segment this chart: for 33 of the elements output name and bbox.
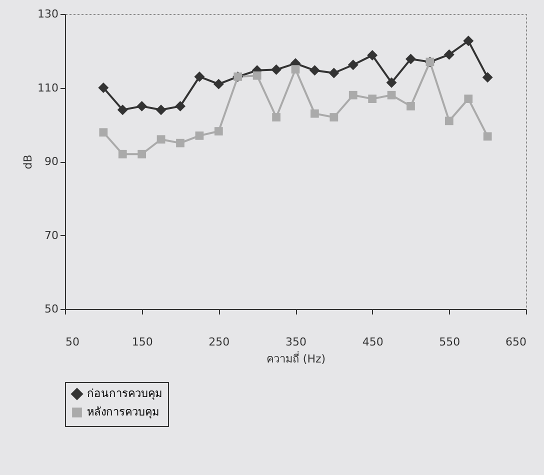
y-tick-label: 110	[38, 81, 58, 94]
x-tick-label: 650	[506, 336, 526, 348]
legend-label: ก่อนการควบคุม	[87, 387, 162, 400]
x-tick-label: 50	[66, 336, 80, 348]
point	[98, 82, 109, 93]
x-tick-label: 150	[132, 336, 153, 348]
point	[367, 50, 378, 61]
point	[271, 64, 282, 75]
y-tick-label: 90	[44, 155, 58, 168]
point	[309, 65, 320, 76]
legend-label: หลังการควบคุม	[87, 406, 159, 418]
x-tick-label: 250	[208, 336, 230, 348]
y-axis-title: dB	[22, 154, 35, 170]
point	[175, 100, 186, 112]
point	[444, 49, 454, 60]
x-tick-label: 450	[362, 336, 384, 348]
point	[117, 104, 128, 116]
point	[328, 68, 340, 78]
point	[386, 77, 397, 88]
point	[348, 60, 358, 70]
point	[136, 100, 148, 112]
x-tick-label: 550	[439, 336, 460, 348]
point	[213, 78, 224, 90]
x-tick-label: 350	[286, 336, 306, 348]
x-axis-title: ความถี่ (Hz)	[266, 350, 326, 366]
point	[194, 71, 205, 82]
y-tick-label: 50	[44, 302, 58, 316]
y-tick-label: 130	[38, 8, 58, 20]
point	[482, 72, 493, 83]
point	[406, 54, 416, 64]
point	[463, 36, 474, 46]
y-tick-label: 70	[44, 228, 58, 242]
point	[156, 104, 166, 116]
